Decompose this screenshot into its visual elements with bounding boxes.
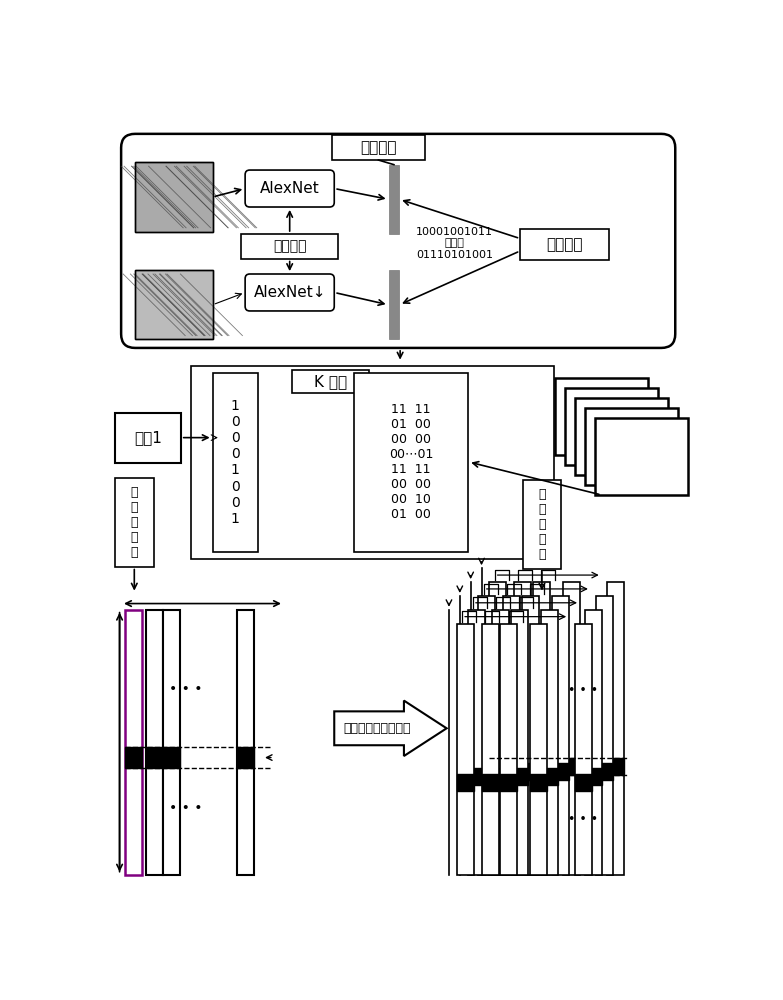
Bar (552, 596, 569, 875)
Bar (163, 610, 180, 875)
Bar (135, 162, 212, 232)
Bar (541, 768, 558, 785)
Bar (467, 768, 485, 785)
Bar (115, 413, 181, 463)
Text: 权值共享: 权值共享 (273, 239, 306, 253)
Bar (332, 135, 425, 160)
Bar (135, 162, 212, 232)
FancyBboxPatch shape (245, 170, 334, 207)
Bar (575, 774, 591, 791)
Bar (125, 610, 142, 875)
Text: 子
块
重
排
序: 子 块 重 排 序 (538, 488, 546, 561)
Bar (212, 373, 258, 552)
Text: • • •: • • • (568, 684, 598, 697)
Bar (575, 624, 591, 875)
Bar (503, 763, 520, 780)
Text: • • •: • • • (568, 813, 598, 826)
Bar (478, 763, 496, 780)
FancyBboxPatch shape (245, 274, 334, 311)
Bar (576, 398, 668, 475)
Bar (514, 758, 531, 775)
Bar (530, 774, 547, 791)
Bar (493, 610, 510, 875)
Text: 子
块
重
排
序: 子 块 重 排 序 (131, 486, 138, 559)
Bar (596, 763, 613, 780)
Bar (191, 366, 554, 559)
Bar (521, 763, 539, 780)
Bar (482, 774, 499, 791)
Bar (237, 747, 254, 768)
Bar (482, 624, 499, 875)
Bar (146, 747, 163, 768)
Text: • • •: • • • (168, 801, 202, 815)
Bar (607, 582, 624, 875)
Bar (514, 582, 531, 875)
Bar (489, 582, 507, 875)
Bar (563, 582, 580, 875)
Bar (115, 478, 153, 567)
Bar (586, 768, 602, 785)
Text: • • •: • • • (168, 682, 202, 696)
Bar (125, 747, 142, 768)
Bar (146, 610, 163, 875)
Bar (532, 758, 550, 775)
Bar (586, 408, 678, 485)
Bar (511, 768, 528, 785)
Bar (500, 624, 517, 875)
Bar (135, 270, 212, 339)
Bar (530, 624, 547, 875)
Bar (456, 624, 474, 875)
Text: AlexNet↓: AlexNet↓ (254, 285, 326, 300)
Bar (241, 234, 338, 259)
Bar (237, 610, 254, 875)
Bar (388, 270, 399, 339)
Bar (500, 774, 517, 791)
Bar (388, 165, 399, 234)
Text: 11  11
01  00
00  00
00⋯01
11  11
00  00
00  10
01  00: 11 11 01 00 00 00 00⋯01 11 11 00 00 00 1… (389, 403, 433, 521)
Text: 子块之间的快速映射: 子块之间的快速映射 (343, 722, 411, 735)
Text: 图片1: 图片1 (134, 430, 162, 445)
Bar (503, 596, 520, 875)
Bar (520, 229, 609, 260)
Text: AlexNet: AlexNet (260, 181, 319, 196)
Bar (354, 373, 468, 552)
Bar (489, 758, 507, 775)
Bar (511, 610, 528, 875)
Bar (607, 758, 624, 775)
Bar (563, 758, 580, 775)
Bar (552, 763, 569, 780)
Bar (532, 582, 550, 875)
Bar (467, 610, 485, 875)
Bar (541, 610, 558, 875)
Text: 成对训练: 成对训练 (547, 237, 583, 252)
Bar (163, 747, 180, 768)
FancyBboxPatch shape (121, 134, 675, 348)
Bar (478, 596, 496, 875)
Bar (595, 418, 688, 495)
Text: 深度哈希: 深度哈希 (360, 140, 397, 155)
Bar (291, 370, 369, 393)
Bar (596, 596, 613, 875)
Bar (522, 480, 561, 569)
Text: 1
0
0
0
1
0
0
1: 1 0 0 0 1 0 0 1 (231, 399, 240, 526)
Text: 10001001011
哈希码
01110101001: 10001001011 哈希码 01110101001 (416, 227, 493, 260)
Text: K 近邻: K 近邻 (314, 374, 347, 389)
Bar (586, 610, 602, 875)
Bar (521, 596, 539, 875)
Polygon shape (334, 701, 446, 756)
Bar (565, 388, 659, 465)
Bar (555, 378, 648, 455)
Bar (135, 270, 212, 339)
Bar (493, 768, 510, 785)
Bar (456, 774, 474, 791)
